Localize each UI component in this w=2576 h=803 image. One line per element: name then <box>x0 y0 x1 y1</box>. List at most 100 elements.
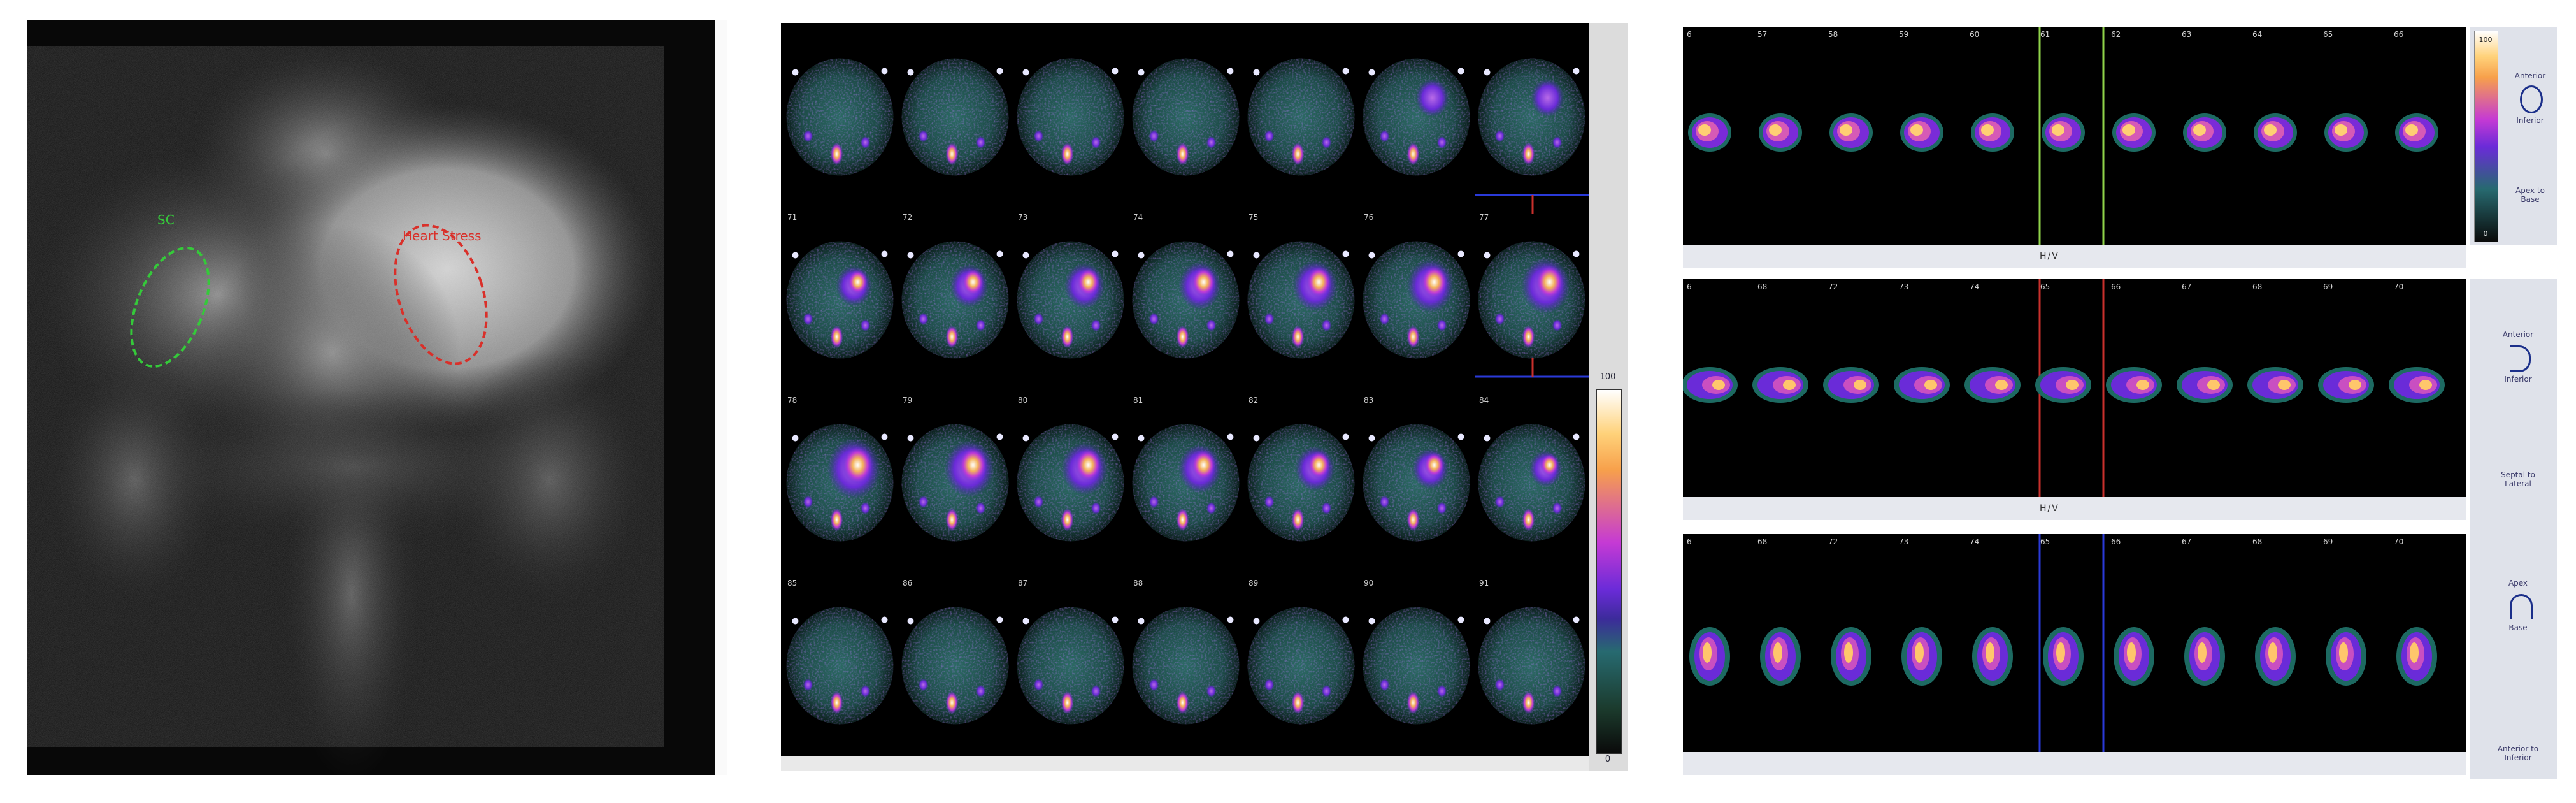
intensity-scale: 100 0 <box>1589 23 1628 771</box>
spect-slice <box>1017 59 1124 176</box>
side-label-bottom: Septal to Lateral <box>2489 470 2547 488</box>
view-slice-label: 58 <box>1828 30 1838 39</box>
slice-number-label: 74 <box>1133 213 1143 222</box>
view-row-short-axis: 6 57 58 59 60 61 62 63 64 65 66 <box>1683 27 2466 245</box>
spect-slice-grid: 7172737475767778798081828384858687888990… <box>781 23 1589 756</box>
view-slice-label: 64 <box>2252 30 2262 39</box>
view-slice-label: 74 <box>1970 537 1979 546</box>
side-label-mid: Inferior <box>2489 375 2547 384</box>
slice-number-label: 76 <box>1364 213 1373 222</box>
view-slice-label: 73 <box>1899 537 1908 546</box>
side-label-mid: Inferior <box>2506 116 2554 125</box>
view-slice-label: 68 <box>1757 537 1767 546</box>
spect-slice <box>1248 59 1355 176</box>
horseshoe-orientation-icon <box>2510 345 2531 372</box>
spect-slice <box>787 59 894 176</box>
side-label-top: Apex <box>2489 579 2547 588</box>
slice-number-label: 81 <box>1133 396 1143 405</box>
row-scrollbar[interactable]: H/V <box>1683 245 2466 268</box>
roi-right-label: Heart Stress <box>403 228 482 243</box>
slice-number-label: 82 <box>1249 396 1258 405</box>
view-slice-label: 6 <box>1687 282 1692 291</box>
row-scrollbar[interactable]: H/V <box>1683 497 2466 520</box>
view-slice-label: 73 <box>1899 282 1908 291</box>
side-label-panel: Apex Base Anterior to Inferior <box>2470 534 2557 779</box>
view-slice-label: 72 <box>1828 282 1838 291</box>
planar-scan-image: SC Heart Stress <box>27 20 715 775</box>
view-slice-label: 67 <box>2182 537 2191 546</box>
slice-number-label: 85 <box>787 579 797 588</box>
side-label-panel: Anterior Inferior Septal to Lateral <box>2470 279 2557 534</box>
view-slice-label: 72 <box>1828 537 1838 546</box>
spect-slice <box>1363 59 1470 176</box>
spect-slice <box>1478 59 1585 176</box>
slice-number-label: 73 <box>1018 213 1027 222</box>
horizontal-long-axis-strip: 6 68 72 73 74 65 66 67 68 69 70 <box>1683 534 2466 752</box>
view-scale-bottom: 0 <box>2474 229 2497 238</box>
side-label-mid: Base <box>2489 623 2547 632</box>
short-axis-strip: 6 57 58 59 60 61 62 63 64 65 66 <box>1683 27 2466 245</box>
slice-number-label: 91 <box>1479 579 1489 588</box>
spect-slice-panel: 7172737475767778798081828384858687888990… <box>781 23 1628 771</box>
view-slice-label: 69 <box>2323 537 2333 546</box>
view-slice-label: 68 <box>1757 282 1767 291</box>
view-slice-label: 59 <box>1899 30 1908 39</box>
view-slice-label: 6 <box>1687 537 1692 546</box>
row-bar-label: H/V <box>2040 251 2059 261</box>
horizontal-scrollbar[interactable] <box>781 756 1589 771</box>
slice-number-label: 80 <box>1018 396 1027 405</box>
view-slice-label: 66 <box>2111 537 2121 546</box>
view-slice-label: 69 <box>2323 282 2333 291</box>
view-slice-label: 67 <box>2182 282 2191 291</box>
view-slice-label: 70 <box>2394 282 2403 291</box>
slice-number-label: 79 <box>903 396 912 405</box>
side-label-panel: 100 0 Anterior Inferior Apex to Base <box>2470 27 2557 245</box>
roi-left-label: SC <box>157 212 175 228</box>
view-slice-label: 65 <box>2040 537 2050 546</box>
vertical-long-axis-strip: 668727374656667686970 <box>1683 279 2466 497</box>
slice-number-label: 75 <box>1249 213 1258 222</box>
spect-slice <box>1133 59 1240 176</box>
planar-scan-panel: SC Heart Stress <box>27 20 726 775</box>
view-slice-label: 70 <box>2394 537 2403 546</box>
view-slice-label: 66 <box>2111 282 2121 291</box>
slice-number-label: 90 <box>1364 579 1373 588</box>
slice-number-label: 77 <box>1479 213 1489 222</box>
view-slice-label: 61 <box>2040 30 2050 39</box>
row-scrollbar[interactable] <box>1683 752 2466 775</box>
view-slice-label: 65 <box>2323 30 2333 39</box>
side-label-bottom: Apex to Base <box>2506 186 2554 204</box>
ring-orientation-icon <box>2520 85 2543 113</box>
view-row-horizontal-long-axis: 6 68 72 73 74 65 66 67 68 69 70 <box>1683 534 2466 752</box>
view-slice-label: 74 <box>1970 282 1979 291</box>
scale-max-label: 100 <box>1595 372 1621 382</box>
side-label-top: Anterior <box>2506 71 2554 80</box>
view-slice-label: 62 <box>2111 30 2121 39</box>
view-slice-label: 57 <box>1757 30 1767 39</box>
scale-min-label: 0 <box>1595 755 1621 764</box>
view-slice-label: 68 <box>2252 537 2262 546</box>
view-scale-top: 100 <box>2474 36 2497 44</box>
color-scale-bar <box>1596 389 1622 754</box>
slice-number-label: 71 <box>787 213 797 222</box>
spect-slice <box>902 59 1009 176</box>
view-slice-label: 66 <box>2394 30 2403 39</box>
slice-number-label: 83 <box>1364 396 1373 405</box>
view-slice-label: 6 <box>1687 30 1692 39</box>
slice-number-label: 88 <box>1133 579 1143 588</box>
view-color-scale <box>2474 31 2498 242</box>
view-row-vertical-long-axis: 668727374656667686970 <box>1683 279 2466 497</box>
slice-number-label: 86 <box>903 579 912 588</box>
row-bar-label: H/V <box>2040 503 2059 514</box>
view-slice-label: 63 <box>2182 30 2191 39</box>
slice-number-label: 87 <box>1018 579 1027 588</box>
slice-number-label: 78 <box>787 396 797 405</box>
arch-orientation-icon <box>2510 594 2533 619</box>
cardiac-views-panel: 657585960616263646566 H/V 66872737465666… <box>1683 27 2557 779</box>
vertical-scrollbar[interactable] <box>715 20 727 775</box>
side-label-top: Anterior <box>2489 330 2547 339</box>
view-slice-label: 60 <box>1970 30 1979 39</box>
slice-number-label: 72 <box>903 213 912 222</box>
view-slice-label: 68 <box>2252 282 2262 291</box>
slice-number-label: 84 <box>1479 396 1489 405</box>
